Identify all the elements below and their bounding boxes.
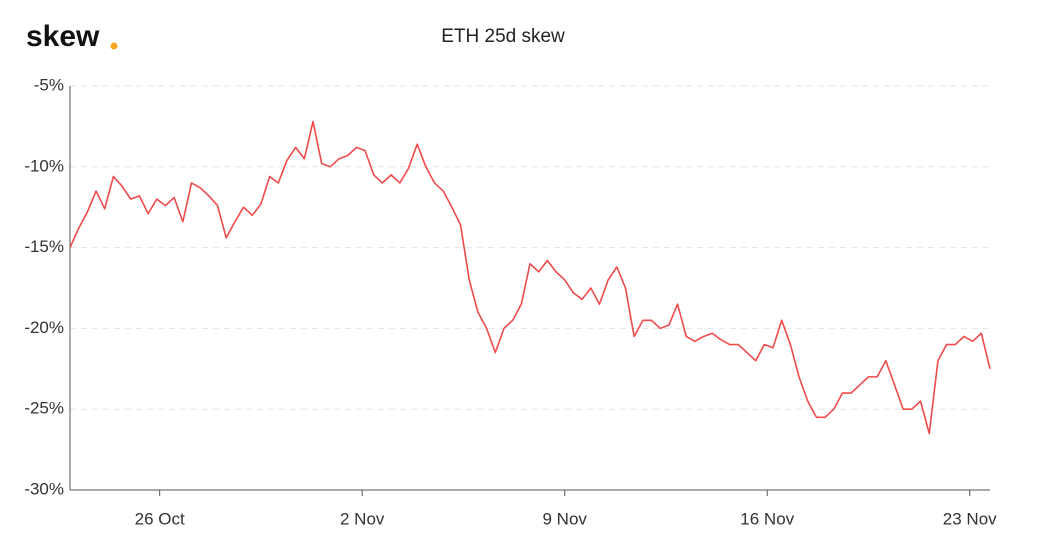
y-tick-label: -10%	[24, 156, 64, 175]
chart-title: ETH 25d skew	[441, 26, 565, 47]
y-tick-label: -25%	[24, 399, 64, 418]
x-tick-label: 9 Nov	[543, 509, 588, 528]
x-tick-label: 23 Nov	[943, 509, 997, 528]
y-tick-label: -30%	[24, 479, 64, 498]
y-tick-label: -15%	[24, 237, 64, 256]
brand-logo: skew	[26, 20, 100, 53]
x-tick-label: 26 Oct	[135, 509, 185, 528]
x-tick-label: 16 Nov	[740, 509, 794, 528]
brand-dot	[110, 42, 118, 50]
line-series	[69, 120, 991, 435]
y-tick-label: -5%	[34, 75, 64, 94]
x-tick-label: 2 Nov	[340, 509, 385, 528]
y-tick-label: -20%	[24, 318, 64, 337]
